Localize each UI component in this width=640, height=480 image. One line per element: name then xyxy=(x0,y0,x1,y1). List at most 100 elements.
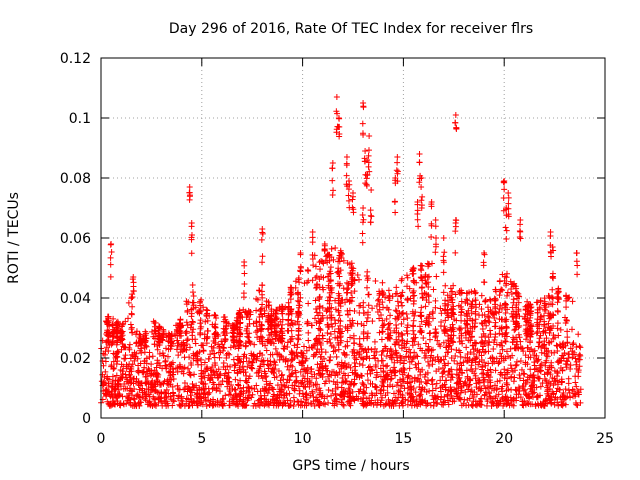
data-point xyxy=(423,402,430,409)
data-point xyxy=(565,375,572,382)
data-point xyxy=(339,401,346,408)
data-point xyxy=(360,356,367,363)
data-point xyxy=(317,360,324,367)
data-point xyxy=(105,389,112,396)
data-point xyxy=(113,372,120,379)
data-point xyxy=(355,388,362,395)
data-point xyxy=(270,393,277,400)
data-point xyxy=(425,292,432,299)
x-tick-label: 20 xyxy=(495,431,513,447)
data-point xyxy=(527,323,534,330)
data-point xyxy=(259,253,266,260)
data-point xyxy=(405,397,412,404)
data-point xyxy=(483,371,490,378)
data-point xyxy=(336,300,343,307)
data-point xyxy=(288,335,295,342)
data-point xyxy=(351,276,358,283)
data-point xyxy=(114,391,121,398)
data-point xyxy=(444,391,451,398)
data-point xyxy=(317,266,324,273)
data-point xyxy=(141,337,148,344)
data-point xyxy=(513,387,520,394)
data-point xyxy=(333,94,340,100)
data-point xyxy=(374,297,381,304)
data-point xyxy=(504,369,511,376)
data-point xyxy=(471,339,478,346)
data-point xyxy=(430,286,437,293)
data-point xyxy=(433,273,440,280)
data-point xyxy=(407,378,414,385)
data-point xyxy=(486,393,493,400)
data-point xyxy=(410,297,417,304)
data-point xyxy=(520,370,527,377)
data-point xyxy=(539,379,546,386)
data-point xyxy=(329,177,336,184)
data-point xyxy=(312,297,319,304)
data-point xyxy=(392,307,399,314)
data-point xyxy=(458,309,465,316)
data-point xyxy=(419,193,426,200)
data-point xyxy=(432,223,439,230)
data-point xyxy=(138,349,145,356)
data-point xyxy=(122,318,129,325)
data-point xyxy=(319,258,326,265)
data-point xyxy=(544,384,551,391)
data-point xyxy=(279,330,286,337)
data-point xyxy=(501,179,508,186)
data-point xyxy=(522,401,529,408)
data-point xyxy=(105,380,112,387)
data-point xyxy=(468,362,475,369)
data-point xyxy=(537,298,544,305)
data-point xyxy=(455,372,462,379)
data-point xyxy=(224,350,231,357)
data-point xyxy=(452,119,459,126)
data-point xyxy=(569,354,576,361)
data-point xyxy=(384,362,391,369)
data-point xyxy=(125,315,132,322)
data-point xyxy=(533,365,540,372)
data-point xyxy=(498,325,505,332)
data-point xyxy=(109,339,116,346)
data-point xyxy=(503,280,510,287)
data-point xyxy=(505,194,512,201)
data-point xyxy=(458,317,465,324)
data-point xyxy=(278,372,285,379)
data-point xyxy=(174,342,181,349)
data-point xyxy=(562,386,569,393)
data-point xyxy=(573,344,580,351)
data-point xyxy=(253,329,260,336)
data-point xyxy=(392,209,399,216)
data-point xyxy=(511,327,518,334)
data-point xyxy=(433,329,440,336)
data-point xyxy=(244,394,251,401)
data-point xyxy=(527,331,534,338)
data-point xyxy=(279,371,286,378)
data-point xyxy=(442,353,449,360)
data-point xyxy=(482,389,489,396)
data-point xyxy=(188,321,195,328)
data-point xyxy=(340,402,347,409)
data-point xyxy=(523,336,530,343)
data-point xyxy=(204,333,211,340)
data-point xyxy=(448,313,455,320)
data-point xyxy=(418,318,425,325)
data-point xyxy=(508,281,515,288)
data-point xyxy=(313,319,320,326)
data-point xyxy=(169,383,176,390)
data-point xyxy=(372,345,379,352)
data-point xyxy=(343,363,350,370)
data-point xyxy=(286,366,293,373)
data-point xyxy=(496,277,503,284)
data-point xyxy=(492,395,499,402)
data-point xyxy=(305,329,312,336)
data-point xyxy=(392,290,399,297)
data-point xyxy=(287,373,294,380)
data-point xyxy=(554,307,561,314)
data-point xyxy=(403,348,410,355)
data-point xyxy=(102,368,109,375)
data-point xyxy=(324,252,331,259)
data-point xyxy=(117,383,124,390)
data-point xyxy=(143,379,150,386)
data-point xyxy=(288,291,295,298)
data-point xyxy=(293,377,300,384)
